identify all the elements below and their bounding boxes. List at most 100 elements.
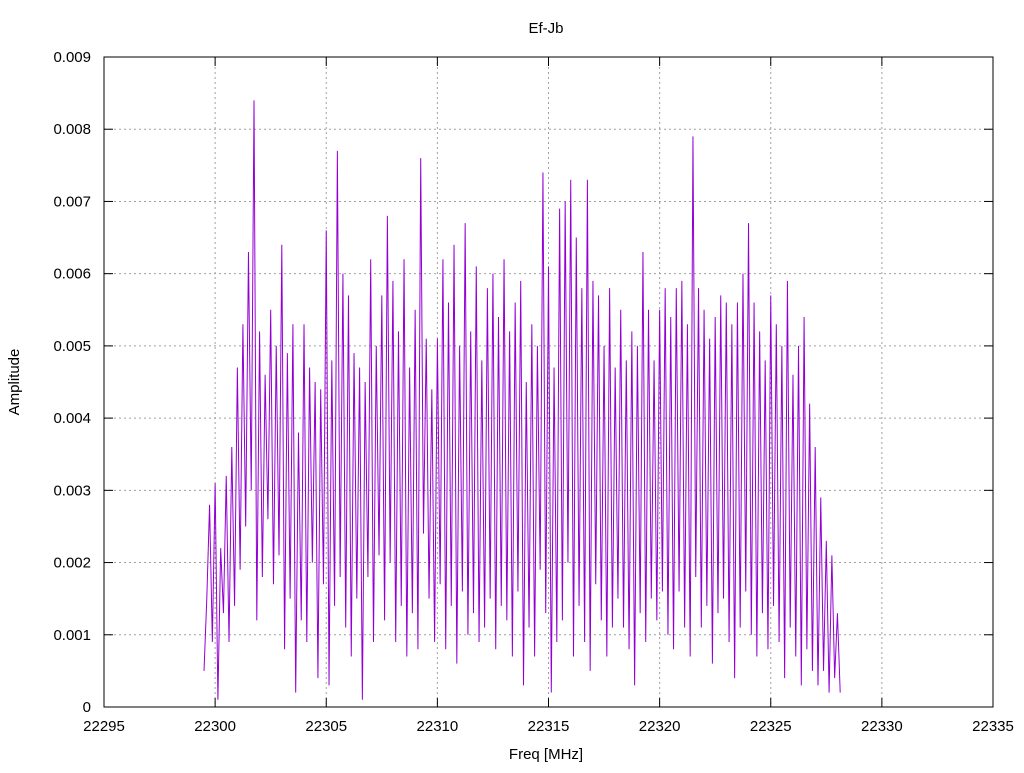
data-point [523,685,524,686]
data-point [731,324,732,325]
data-point [673,649,674,650]
data-point [312,562,313,563]
data-point [515,302,516,303]
data-point [265,374,266,375]
data-point [434,642,435,643]
data-point [456,663,457,664]
data-point [462,591,463,592]
data-point [245,526,246,527]
data-point [604,345,605,346]
data-point [362,699,363,700]
data-point [406,656,407,657]
data-point [529,627,530,628]
y-tick-label: 0.004 [53,410,91,427]
data-point [598,295,599,296]
data-point [262,577,263,578]
x-tick-label: 22335 [972,718,1014,735]
data-point [431,389,432,390]
data-point [601,620,602,621]
data-point [759,331,760,332]
data-point [254,100,255,101]
data-point [281,244,282,245]
data-point [545,613,546,614]
data-point [809,403,810,404]
data-point [609,288,610,289]
data-point [667,634,668,635]
data-point [392,280,393,281]
data-point [706,605,707,606]
data-point [823,670,824,671]
data-point [373,642,374,643]
data-point [367,577,368,578]
data-point [690,656,691,657]
data-point [495,649,496,650]
data-point [554,367,555,368]
y-tick-label: 0.009 [53,49,91,66]
data-point [573,656,574,657]
data-point [776,324,777,325]
data-point [681,280,682,281]
data-point [354,353,355,354]
data-point [395,642,396,643]
data-point [270,309,271,310]
data-point [684,627,685,628]
data-point [634,685,635,686]
data-point [701,627,702,628]
data-point [709,338,710,339]
data-point [284,649,285,650]
data-point [248,252,249,253]
data-point [787,280,788,281]
data-point [442,259,443,260]
data-point [623,627,624,628]
data-point [517,591,518,592]
data-point [381,295,382,296]
data-point [501,605,502,606]
data-point [645,642,646,643]
data-point [751,634,752,635]
data-point [276,345,277,346]
y-tick-labels: 0 0.001 0.002 0.003 0.004 0.005 0.006 0.007 0.00… [53,49,91,716]
data-point [754,302,755,303]
data-point [292,324,293,325]
data-point [376,345,377,346]
data-point [351,656,352,657]
data-point [770,295,771,296]
data-point [279,555,280,556]
data-point [773,605,774,606]
data-point [679,591,680,592]
data-point [242,324,243,325]
data-point [342,273,343,274]
data-point [317,678,318,679]
data-point [329,685,330,686]
data-point [440,584,441,585]
data-point [512,656,513,657]
data-point [834,678,835,679]
data-point [781,345,782,346]
data-point [415,309,416,310]
data-point [215,483,216,484]
y-tick-label: 0.006 [53,266,91,283]
x-tick-label: 22320 [639,718,681,735]
data-point [612,627,613,628]
x-tick-labels: 22295 22300 22305 22310 22315 22320 22325 22330… [83,718,1014,735]
data-point [665,288,666,289]
data-point [715,317,716,318]
data-point [762,613,763,614]
data-point [626,360,627,361]
data-point [212,642,213,643]
data-point [259,331,260,332]
data-point [642,252,643,253]
data-point [562,620,563,621]
y-axis-label: Amplitude [6,349,23,416]
data-point [829,692,830,693]
data-point [687,324,688,325]
data-point [334,605,335,606]
data-point [484,627,485,628]
data-point [556,642,557,643]
data-point [592,280,593,281]
data-point [534,656,535,657]
data-point [237,367,238,368]
data-point [451,605,452,606]
data-point [565,201,566,202]
